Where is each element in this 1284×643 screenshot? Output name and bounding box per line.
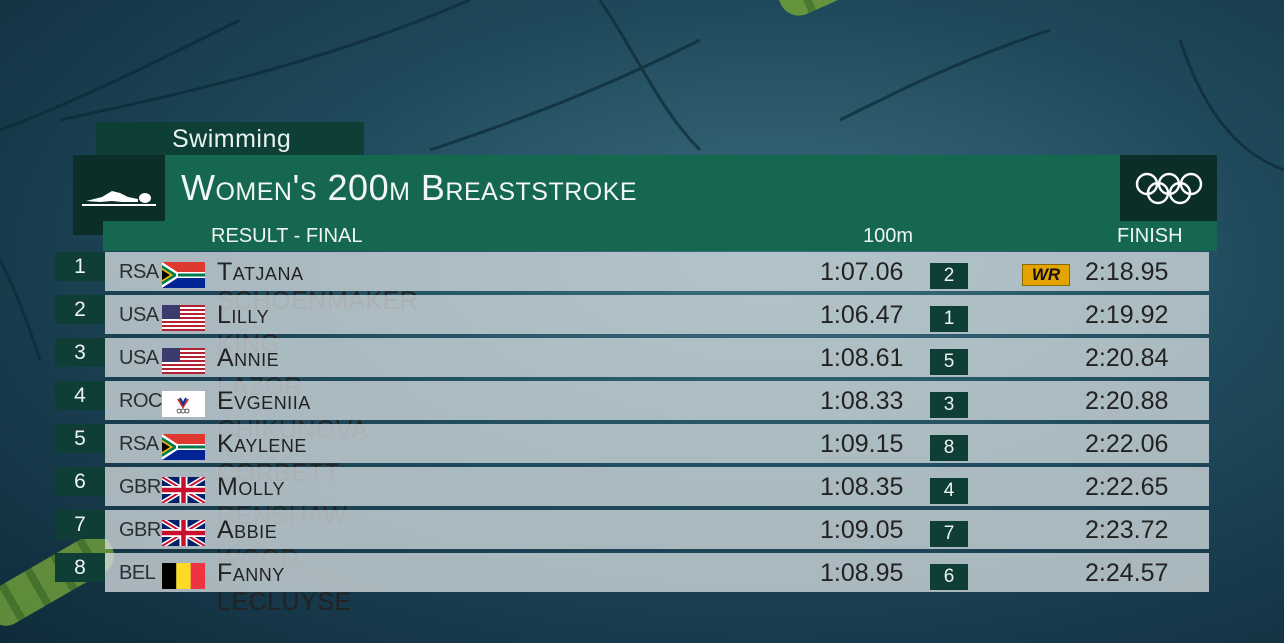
split-time: 1:06.47 (820, 301, 904, 329)
event-title: Women's 200m Breaststroke (181, 167, 638, 208)
finish-time: 2:22.06 (1085, 430, 1169, 458)
rsa-flag-icon (162, 262, 205, 288)
split-rank: 6 (930, 564, 968, 590)
split-time: 1:08.35 (820, 473, 904, 501)
split-time: 1:09.05 (820, 516, 904, 544)
usa-flag-icon (162, 305, 205, 331)
split-rank: 3 (930, 392, 968, 418)
split-rank: 2 (930, 263, 968, 289)
usa-flag-icon (162, 348, 205, 374)
rank: 7 (55, 510, 105, 539)
split-rank: 7 (930, 521, 968, 547)
noc-code: ROC (119, 390, 162, 412)
sport-label: Swimming (96, 122, 364, 156)
finish-column-header: FINISH (1117, 225, 1183, 247)
rank: 6 (55, 467, 105, 496)
rank: 8 (55, 553, 105, 582)
rank: 5 (55, 424, 105, 453)
athlete-name: Fanny LECLUYSE (217, 559, 352, 616)
noc-code: RSA (119, 261, 159, 283)
finish-time: 2:20.88 (1085, 387, 1169, 415)
split-time: 1:08.61 (820, 344, 904, 372)
gbr-flag-icon (162, 520, 205, 546)
column-header-bar: RESULT - FINAL 100m FINISH (103, 221, 1217, 251)
split-time: 1:08.33 (820, 387, 904, 415)
bel-flag-icon (162, 563, 205, 589)
rank: 4 (55, 381, 105, 410)
rank: 2 (55, 295, 105, 324)
noc-code: RSA (119, 433, 159, 455)
finish-time: 2:24.57 (1085, 559, 1169, 587)
finish-time: 2:20.84 (1085, 344, 1169, 372)
rsa-flag-icon (162, 434, 205, 460)
split-rank: 5 (930, 349, 968, 375)
noc-code: GBR (119, 476, 161, 498)
finish-time: 2:19.92 (1085, 301, 1169, 329)
noc-code: USA (119, 347, 159, 369)
rank: 1 (55, 252, 105, 281)
finish-time: 2:18.95 (1085, 258, 1169, 286)
split-time: 1:07.06 (820, 258, 904, 286)
gbr-flag-icon (162, 477, 205, 503)
split-time: 1:08.95 (820, 559, 904, 587)
split-rank: 1 (930, 306, 968, 332)
rank: 3 (55, 338, 105, 367)
noc-code: USA (119, 304, 159, 326)
noc-code: GBR (119, 519, 161, 541)
split-rank: 4 (930, 478, 968, 504)
noc-code: BEL (119, 562, 156, 584)
split-column-header: 100m (863, 225, 914, 247)
roc-flag-icon (162, 391, 205, 417)
record-badge: WR (1022, 264, 1070, 286)
event-title-bar: Women's 200m Breaststroke (165, 155, 1120, 221)
finish-time: 2:23.72 (1085, 516, 1169, 544)
result-phase-label: RESULT - FINAL (211, 225, 363, 247)
split-time: 1:09.15 (820, 430, 904, 458)
finish-time: 2:22.65 (1085, 473, 1169, 501)
olympic-rings-icon (1120, 155, 1217, 221)
split-rank: 8 (930, 435, 968, 461)
